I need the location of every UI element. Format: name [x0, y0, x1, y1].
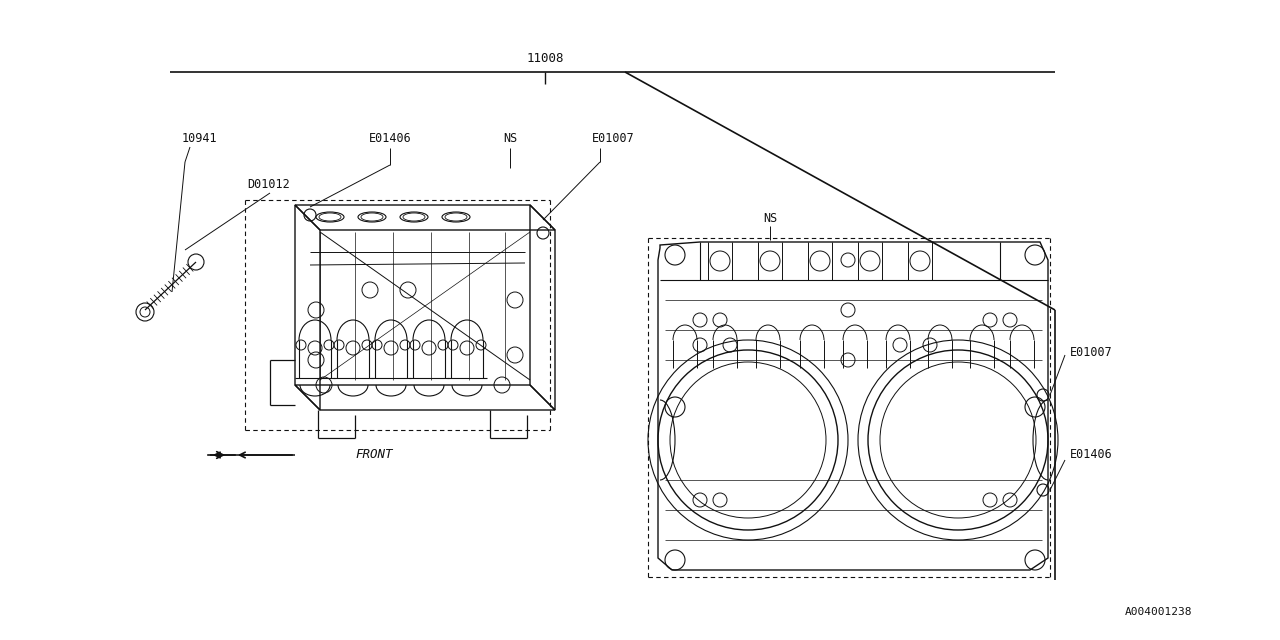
Text: FRONT: FRONT: [355, 449, 393, 461]
Text: 11008: 11008: [526, 51, 563, 65]
Text: A004001238: A004001238: [1125, 607, 1192, 617]
Text: NS: NS: [763, 211, 777, 225]
Text: D01012: D01012: [247, 179, 289, 191]
Text: NS: NS: [503, 131, 517, 145]
Text: 10941: 10941: [182, 131, 218, 145]
Text: E01007: E01007: [591, 131, 635, 145]
Text: E01406: E01406: [369, 131, 411, 145]
Text: E01406: E01406: [1070, 449, 1112, 461]
Text: E01007: E01007: [1070, 346, 1112, 358]
